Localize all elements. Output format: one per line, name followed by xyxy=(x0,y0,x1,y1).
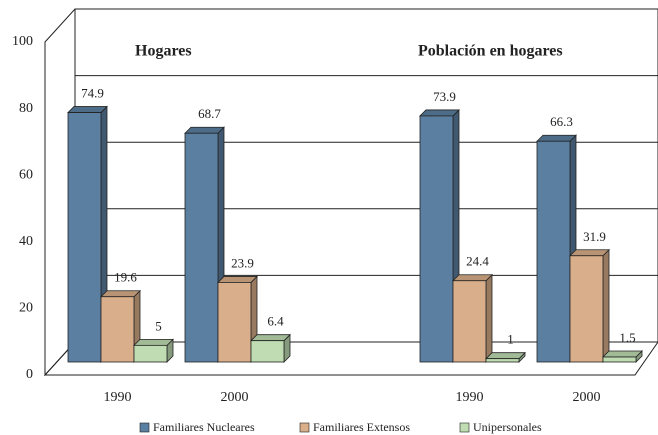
bar-face xyxy=(250,340,285,363)
bar-face xyxy=(133,338,174,346)
bar-face xyxy=(419,115,454,363)
y-tick-label: 0 xyxy=(26,367,33,382)
bar-face xyxy=(217,282,252,363)
x-tick-label: 2000 xyxy=(221,390,249,405)
bar-face xyxy=(133,344,168,363)
value-label: 24.4 xyxy=(466,254,489,269)
bar-face xyxy=(184,132,219,363)
value-label: 73.9 xyxy=(433,89,456,104)
bar-face xyxy=(536,134,577,142)
bar-face xyxy=(100,296,135,363)
value-label: 1.5 xyxy=(619,330,635,345)
x-tick-label: 1990 xyxy=(456,390,484,405)
value-label: 6.4 xyxy=(267,314,284,329)
bar-face xyxy=(250,334,291,342)
bar-face xyxy=(485,358,520,363)
legend-label: Unipersonales xyxy=(473,420,542,434)
legend-swatch xyxy=(459,422,470,433)
bar-face xyxy=(569,249,610,257)
bar-face xyxy=(67,106,108,113)
bar-face xyxy=(602,350,643,358)
bar xyxy=(452,273,493,363)
y-tick-label: 100 xyxy=(12,34,33,49)
bar xyxy=(419,108,460,363)
bar-face xyxy=(602,248,610,363)
bar-face xyxy=(67,112,102,363)
bar-face xyxy=(100,290,141,298)
value-label: 74.9 xyxy=(81,86,104,101)
legend-label: Familiares Nucleares xyxy=(153,420,255,434)
x-tick-label: 2000 xyxy=(573,390,601,405)
annotation: Población en hogares xyxy=(418,43,563,60)
legend-label: Familiares Extensos xyxy=(313,420,410,434)
legend-swatch xyxy=(139,422,150,433)
bar xyxy=(67,105,108,363)
bar xyxy=(485,351,526,363)
bar-face xyxy=(569,255,604,363)
value-label: 23.9 xyxy=(231,255,254,270)
legend-swatch xyxy=(299,422,310,433)
y-tick-label: 20 xyxy=(19,301,33,316)
bar-face xyxy=(536,140,571,363)
value-label: 5 xyxy=(155,318,162,333)
x-tick-label: 1990 xyxy=(104,390,132,405)
annotation: Hogares xyxy=(135,43,192,60)
floor xyxy=(43,341,658,376)
bar-face xyxy=(485,273,493,363)
y-tick-label: 40 xyxy=(19,234,33,249)
bar-face xyxy=(452,280,487,363)
bar-face xyxy=(419,109,460,117)
bar xyxy=(217,275,258,363)
bar-face xyxy=(217,276,258,283)
bar xyxy=(250,333,291,363)
y-tick-label: 60 xyxy=(19,167,33,182)
bar-face xyxy=(452,274,493,282)
bar xyxy=(133,338,174,363)
value-label: 31.9 xyxy=(583,229,606,244)
bar xyxy=(602,350,643,363)
value-label: 1 xyxy=(507,332,514,347)
bar xyxy=(569,248,610,363)
y-tick-label: 80 xyxy=(19,101,33,116)
bar-face xyxy=(602,356,637,363)
value-label: 19.6 xyxy=(114,270,137,285)
bar-face xyxy=(485,352,526,360)
value-label: 66.3 xyxy=(550,114,573,129)
bar-face xyxy=(184,126,225,134)
value-label: 68.7 xyxy=(198,106,221,121)
